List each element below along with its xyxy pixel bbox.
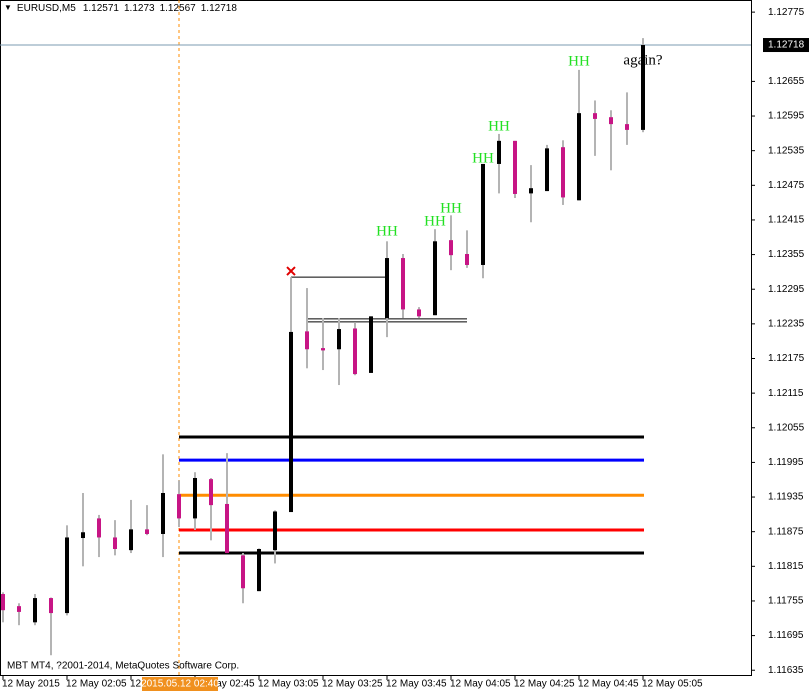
candle-body [417,309,421,317]
candle-body [513,140,517,194]
crosshair-label: 2015.05.12 02:40 [141,679,219,690]
candle-body [433,241,437,316]
annotation: HH [376,223,398,239]
candle-body [545,148,549,192]
x-tick-label: 12 May 04:05 [450,679,511,690]
price-label: 1.12718 [768,40,805,51]
candle-body [81,532,85,539]
annotation: HH [488,118,510,134]
crosshair-label-bg [142,677,218,691]
y-tick-label: 1.11935 [768,492,804,503]
candle-body [113,537,117,549]
y-tick-label: 1.12775 [768,7,805,18]
x-tick-label: 12 May 2015 [2,679,60,690]
y-tick-label: 1.12235 [768,318,805,329]
x-tick-label: 12 May 02:05 [66,679,127,690]
candle-body [161,493,165,534]
y-tick-label: 1.11815 [768,561,804,572]
y-tick-label: 1.12355 [768,249,805,260]
y-tick-label: 1.11875 [768,526,804,537]
plot-area [0,0,752,676]
x-tick-label: 12 May 03:05 [258,679,319,690]
x-tick-label: 12 May 04:45 [578,679,639,690]
copyright: MBT MT4, ?2001-2014, MetaQuotes Software… [7,661,239,672]
annotation: HH [472,150,494,166]
annotation: HH [440,200,462,216]
candle-body [257,548,261,592]
candle-body [65,537,69,614]
low: 1.12567 [159,3,196,14]
candle-body [225,503,229,554]
y-tick-label: 1.11755 [768,596,804,607]
y-tick-label: 1.11635 [768,665,804,676]
candle-body [49,598,53,614]
candle-body [193,477,197,519]
y-tick-label: 1.11695 [768,630,804,641]
candle-body [401,258,405,310]
x-tick-label: 12 May 02:45 [194,679,255,690]
candle-body [305,331,309,350]
annotation: HH [424,213,446,229]
candle-body [561,147,565,198]
candle-body [609,117,613,125]
y-tick-label: 1.12295 [768,284,805,295]
price-label-bg [763,38,809,53]
y-tick-label: 1.12175 [768,353,805,364]
x-tick-label: 12 May 05:05 [642,679,703,690]
candle-body [241,555,245,589]
candle-body [33,598,37,623]
candle-body [481,163,485,265]
x-tick-label: 12 May 03:45 [386,679,447,690]
candle-body [497,140,501,164]
candle-body [129,529,133,551]
close: 1.12718 [200,3,237,14]
y-tick-label: 1.12475 [768,180,805,191]
menu-arrow[interactable]: ▼ [4,3,12,12]
candle-body [273,511,277,551]
x-tick-label: 12 May 04:25 [514,679,575,690]
y-tick-label: 1.11995 [768,457,804,468]
candle-body [17,606,21,612]
candle-body [369,316,373,373]
annotation: HH [568,53,590,69]
candle-body [337,329,341,350]
candle-body [529,188,533,194]
symbol: EURUSD,M5 [16,3,76,14]
y-tick-label: 1.12115 [768,388,804,399]
y-tick-label: 1.12655 [768,76,805,87]
candle-body [593,113,597,119]
candle-body [625,124,629,130]
candle-body [177,494,181,519]
y-tick-label: 1.12055 [768,422,805,433]
candle-body [385,258,389,319]
candle-body [641,45,645,130]
candle-body [145,529,149,534]
marker-cross [286,266,296,276]
y-tick-label: 1.12595 [768,111,805,122]
annotation: again? [623,52,662,68]
candle-body [577,113,581,201]
high: 1.1273 [123,3,155,14]
candle-body [1,594,5,611]
y-tick-label: 1.12535 [768,145,805,156]
candle-body [321,348,325,351]
candle-body [209,479,213,506]
header: ▼ EURUSD,M5 1.12571 1.1273 1.12567 1.127… [4,3,237,14]
candle-body [465,254,469,265]
open: 1.12571 [82,3,119,14]
candle-body [97,518,101,538]
candle-body [449,240,453,256]
candle-body [353,328,357,375]
x-tick-label: 12 May 03:25 [322,679,383,690]
candle-body [289,331,293,513]
y-tick-label: 1.12415 [768,215,805,226]
